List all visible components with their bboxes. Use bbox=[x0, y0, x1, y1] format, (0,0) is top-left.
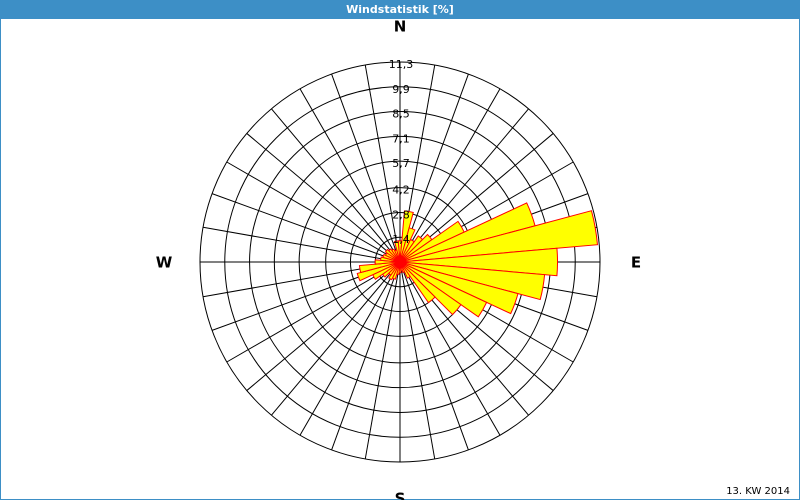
spoke bbox=[271, 108, 401, 263]
sector bbox=[399, 261, 462, 316]
spoke bbox=[331, 73, 401, 263]
sector bbox=[399, 261, 436, 304]
spoke bbox=[202, 226, 401, 263]
chart-title: Windstatistik [%] bbox=[346, 3, 454, 16]
r-tick-label: 8,5 bbox=[392, 108, 410, 121]
compass-label: E bbox=[631, 254, 641, 272]
title-bar bbox=[0, 0, 800, 19]
compass-label: W bbox=[156, 254, 173, 272]
r-tick-label: 11,3 bbox=[389, 58, 414, 71]
spoke bbox=[364, 261, 401, 460]
r-tick-label: 2,8 bbox=[392, 208, 410, 221]
sector bbox=[399, 261, 411, 279]
spoke bbox=[226, 261, 401, 363]
footer: 13. KW 2014 bbox=[726, 486, 790, 497]
compass-label: S bbox=[395, 490, 406, 500]
sector bbox=[399, 247, 559, 277]
spoke bbox=[399, 88, 501, 263]
spoke bbox=[299, 261, 401, 436]
r-tick-label: 7,1 bbox=[392, 132, 410, 145]
r-tick-label: 4,2 bbox=[392, 184, 410, 197]
sector bbox=[399, 261, 488, 318]
spoke bbox=[331, 261, 401, 451]
spoke bbox=[399, 261, 436, 460]
sector bbox=[393, 240, 401, 263]
r-tick-label: 5,7 bbox=[392, 157, 410, 170]
spoke bbox=[399, 261, 501, 436]
sector bbox=[356, 261, 401, 282]
spoke bbox=[211, 193, 401, 263]
sector bbox=[399, 210, 599, 263]
spoke bbox=[299, 88, 401, 263]
spoke bbox=[246, 133, 401, 263]
grid-ring bbox=[199, 61, 601, 463]
spoke bbox=[399, 261, 469, 451]
spoke bbox=[226, 161, 401, 263]
sector bbox=[399, 261, 519, 315]
sector bbox=[358, 261, 401, 274]
grid-ring bbox=[224, 86, 576, 438]
compass-label: N bbox=[394, 18, 407, 36]
sector bbox=[374, 259, 401, 265]
spoke bbox=[364, 64, 401, 263]
spoke bbox=[271, 261, 401, 416]
r-tick-label: 1,4 bbox=[392, 233, 410, 246]
spoke bbox=[246, 261, 401, 391]
r-tick-label: 9,9 bbox=[392, 83, 410, 96]
spoke bbox=[399, 108, 529, 263]
